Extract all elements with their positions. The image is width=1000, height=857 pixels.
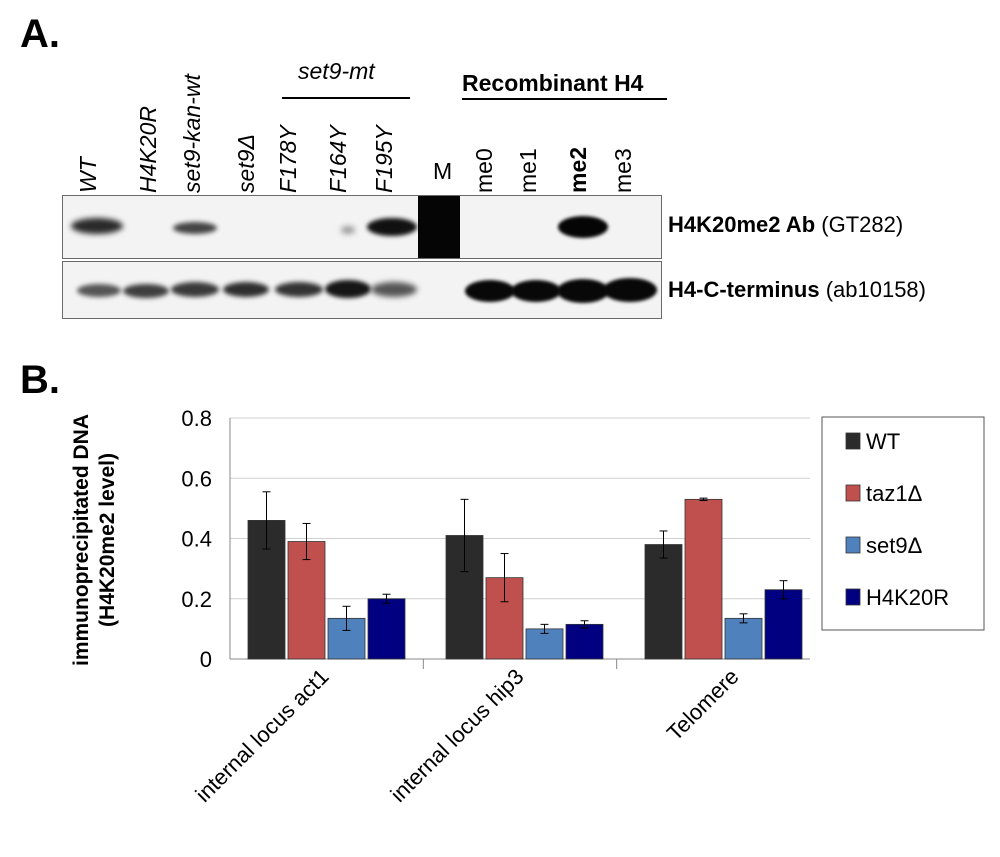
y-tick-label: 0.4: [181, 527, 212, 552]
band-lane-2: [123, 284, 169, 298]
marker-lane-dark: [418, 196, 460, 258]
bar-set9-3: [724, 617, 763, 660]
legend-label: taz1Δ: [866, 481, 923, 506]
bar-h4k20r-2: [565, 623, 604, 660]
x-category-label: Telomere: [662, 664, 744, 746]
y-tick-label: 0.8: [181, 406, 212, 431]
legend-swatch: [845, 484, 861, 502]
bar-h4k20r-1: [367, 598, 406, 660]
band-lane-6: [325, 280, 371, 298]
lane-label-8: M: [433, 158, 453, 184]
panel-a-label: A.: [20, 12, 60, 56]
recombinant-h4-group-line: [462, 98, 667, 100]
blot-label-h4-c-terminus: H4-C-terminus (ab10158): [668, 277, 926, 302]
x-category-label: internal locus hip3: [385, 664, 528, 807]
set9-mt-group-line: [282, 97, 410, 99]
band-lane-1: [77, 284, 121, 297]
band-lane-7: [371, 282, 417, 297]
blot-label-h4k20me2: H4K20me2 Ab (GT282): [668, 212, 904, 237]
h4k20me2-blot: [62, 195, 662, 259]
h4-c-terminus-blot: [62, 261, 662, 319]
band-me2: [558, 216, 608, 238]
band-set9-kan-wt: [173, 222, 217, 234]
band-f195y: [367, 218, 417, 236]
legend-label: H4K20R: [866, 585, 949, 610]
band-me1: [511, 280, 561, 302]
legend-label: WT: [866, 429, 900, 454]
bar-h4k20r-3: [764, 589, 803, 660]
band-me2-total: [557, 279, 609, 303]
bar-set9-2: [525, 628, 564, 660]
legend-swatch: [845, 588, 861, 606]
band-me3: [603, 278, 657, 302]
bar-taz1-3: [684, 498, 723, 660]
band-f164y: [341, 226, 355, 234]
y-axis-label-line-1: immunoprecipitated DNA: [70, 414, 93, 666]
band-lane-3: [171, 282, 219, 297]
band-lane-5: [275, 282, 323, 297]
band-lane-4: [223, 282, 269, 297]
legend-swatch: [845, 536, 861, 554]
recombinant-h4-group-label: Recombinant H4: [462, 70, 644, 96]
bar-wt-3: [644, 544, 683, 660]
y-tick-label: 0.6: [181, 466, 212, 491]
y-axis-label-line-2: (H4K20me2 level): [96, 453, 119, 627]
legend-label: set9Δ: [866, 533, 923, 558]
y-tick-label: 0: [200, 647, 212, 672]
band-wt: [71, 218, 123, 234]
band-me0: [465, 280, 515, 302]
y-tick-label: 0.2: [181, 587, 212, 612]
set9-mt-group-label: set9-mt: [298, 58, 375, 84]
panel-b-label: B.: [20, 358, 60, 402]
legend-swatch: [845, 432, 861, 450]
x-category-label: internal locus act1: [190, 664, 333, 807]
